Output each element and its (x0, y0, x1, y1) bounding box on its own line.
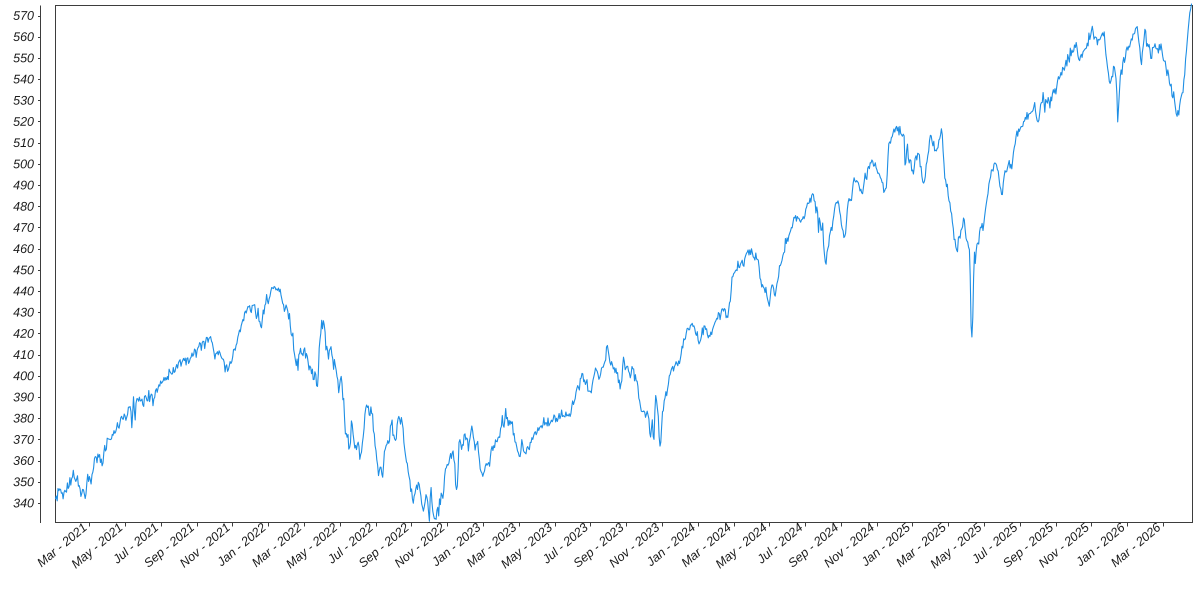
svg-text:550: 550 (13, 51, 34, 65)
svg-text:350: 350 (13, 475, 34, 489)
svg-text:530: 530 (13, 94, 34, 108)
svg-text:380: 380 (13, 411, 34, 425)
svg-text:400: 400 (13, 369, 34, 383)
svg-text:370: 370 (13, 433, 34, 447)
svg-text:450: 450 (13, 263, 34, 277)
svg-text:390: 390 (13, 390, 34, 404)
svg-text:420: 420 (13, 327, 34, 341)
svg-text:510: 510 (13, 136, 34, 150)
svg-text:490: 490 (13, 178, 34, 192)
svg-text:480: 480 (13, 200, 34, 214)
svg-text:520: 520 (13, 115, 34, 129)
svg-text:460: 460 (13, 242, 34, 256)
svg-text:360: 360 (13, 454, 34, 468)
svg-text:340: 340 (13, 496, 34, 510)
svg-text:410: 410 (13, 348, 34, 362)
svg-text:540: 540 (13, 72, 34, 86)
svg-text:560: 560 (13, 30, 34, 44)
svg-text:570: 570 (13, 9, 34, 23)
svg-text:470: 470 (13, 221, 34, 235)
svg-text:440: 440 (13, 284, 34, 298)
svg-text:500: 500 (13, 157, 34, 171)
svg-text:430: 430 (13, 305, 34, 319)
